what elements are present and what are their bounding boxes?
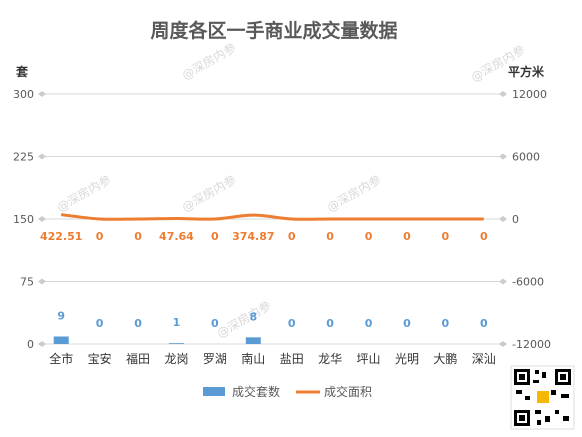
watermark: @深房内参 <box>179 172 238 215</box>
category-label: 大鹏 <box>433 352 457 366</box>
grid-marker <box>38 278 46 285</box>
bar-value-label: 0 <box>403 317 411 330</box>
line-labels: 422.51 0 0 47.64 0 374.87 0 0 0 0 0 0 <box>40 230 488 243</box>
watermark: @深房内参 <box>324 172 383 215</box>
category-label: 南山 <box>241 351 265 366</box>
line-value-label: 0 <box>288 230 296 243</box>
line-value-label: 0 <box>442 230 450 243</box>
category-label: 罗湖 <box>203 351 227 366</box>
line-value-label: 0 <box>480 230 488 243</box>
line-value-label: 0 <box>365 230 373 243</box>
grid-marker <box>38 91 46 97</box>
bar-value-label: 9 <box>57 310 65 323</box>
bar-value-label: 0 <box>134 317 142 330</box>
grid-marker <box>499 216 507 222</box>
right-tick-label: 0 <box>512 213 519 226</box>
bar <box>168 343 184 344</box>
chart-title: 周度各区一手商业成交量数据 <box>150 19 397 42</box>
legend-label-line: 成交面积 <box>324 384 372 399</box>
grid-marker <box>38 216 46 222</box>
bar-value-label: 0 <box>480 317 488 330</box>
line-value-label: 47.64 <box>159 230 194 243</box>
bar-value-label: 0 <box>96 317 104 330</box>
category-label: 宝安 <box>88 351 112 366</box>
line-value-label: 374.87 <box>232 230 274 243</box>
left-tick-label: 150 <box>13 213 34 226</box>
legend: 成交套数 成交面积 <box>203 384 372 399</box>
grid-marker <box>38 341 46 347</box>
qr-code <box>510 365 575 430</box>
bar-series <box>53 336 261 344</box>
grid-marker <box>38 153 46 160</box>
bar-value-label: 0 <box>442 317 450 330</box>
bar-value-label: 1 <box>173 316 181 329</box>
category-label: 盐田 <box>280 352 304 366</box>
category-labels: 全市 宝安 福田 龙岗 罗湖 南山 盐田 龙华 坪山 光明 大鹏 深汕 <box>49 351 496 366</box>
right-axis-unit: 平方米 <box>508 64 545 79</box>
left-tick-label: 0 <box>27 338 34 351</box>
line-value-label: 422.51 <box>40 230 82 243</box>
category-label: 龙岗 <box>164 352 188 366</box>
left-tick-label: 75 <box>20 276 34 289</box>
category-label: 全市 <box>49 351 73 366</box>
grid-marker <box>499 341 507 347</box>
right-tick-label: 12000 <box>512 88 547 101</box>
bar-value-label: 0 <box>365 317 373 330</box>
right-tick-label: -6000 <box>512 276 544 289</box>
watermarks: @深房内参 @深房内参 @深房内参 @深房内参 @深房内参 @深房内参 <box>54 40 527 341</box>
line-series <box>61 213 484 221</box>
watermark: @深房内参 <box>179 40 238 83</box>
left-axis-ticks: 300 225 150 75 0 <box>13 88 34 351</box>
bar-value-label: 0 <box>288 317 296 330</box>
line-value-label: 0 <box>211 230 219 243</box>
watermark: @深房内参 <box>214 298 273 341</box>
line-value-label: 0 <box>326 230 334 243</box>
right-tick-label: -12000 <box>512 338 551 351</box>
left-tick-label: 300 <box>13 88 34 101</box>
category-label: 坪山 <box>357 352 381 366</box>
left-tick-label: 225 <box>13 151 34 164</box>
category-label: 深汕 <box>472 352 496 366</box>
bar-value-label: 0 <box>211 317 219 330</box>
category-label: 福田 <box>126 351 150 366</box>
right-tick-label: 6000 <box>512 151 540 164</box>
bar-value-label: 0 <box>326 317 334 330</box>
grid-marker <box>499 91 507 97</box>
watermark: @深房内参 <box>54 172 113 215</box>
bar-value-label: 8 <box>249 310 257 323</box>
area-line <box>61 213 484 221</box>
line-value-label: 0 <box>96 230 104 243</box>
category-label: 光明 <box>395 352 419 366</box>
category-label: 龙华 <box>318 352 342 366</box>
legend-label-bars: 成交套数 <box>232 384 280 399</box>
legend-swatch-bars <box>203 387 225 396</box>
bar <box>53 336 69 344</box>
grid-marker <box>499 278 507 285</box>
bar-labels: 9 0 0 1 0 8 0 0 0 0 0 0 <box>57 310 488 331</box>
line-value-label: 0 <box>134 230 142 243</box>
line-value-label: 0 <box>403 230 411 243</box>
grid-marker <box>499 153 507 160</box>
bar <box>245 337 261 344</box>
left-axis-unit: 套 <box>15 64 29 79</box>
right-axis-ticks: 12000 6000 0 -6000 -12000 <box>512 88 551 351</box>
